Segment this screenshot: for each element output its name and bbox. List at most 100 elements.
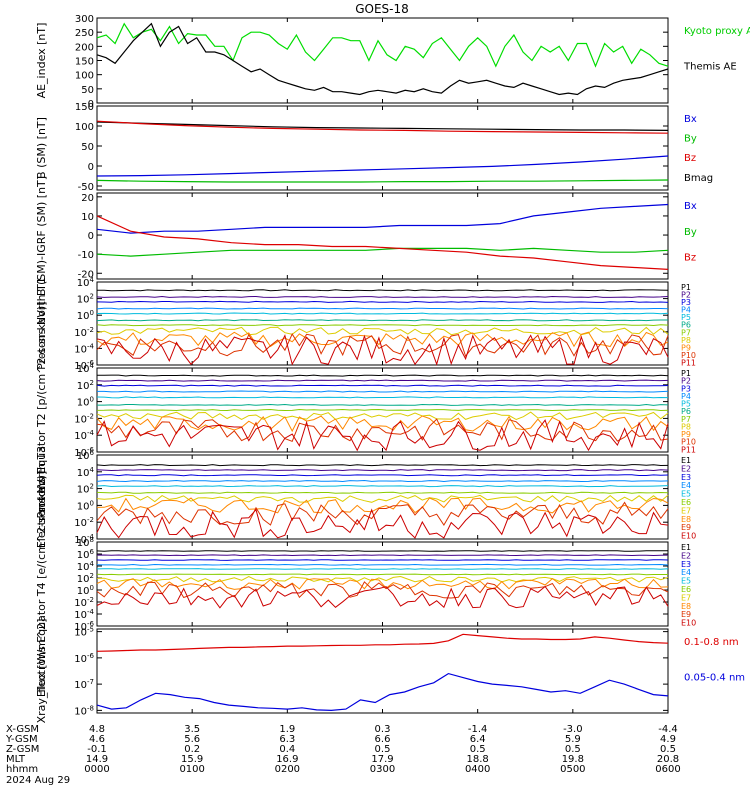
panel-frame [96,192,669,280]
flux-line [97,403,669,406]
y-tick-label: 104 [77,276,95,289]
flux-line [96,550,668,552]
y-axis-label: Protons North T1 [35,277,48,370]
legend-label: Bx [684,114,697,125]
legend-label: E5 [681,490,691,499]
legend-label: E1 [681,543,691,552]
series-line [96,22,669,68]
footer-value: 0600 [655,764,680,775]
y-tick-label: 100 [75,71,94,82]
footer-value: 6.6 [375,734,391,745]
y-tick-label: 10-2 [74,596,94,609]
flux-line [96,563,669,566]
legend-label: Themis AE [683,62,737,73]
y-tick-label: 10-4 [74,608,94,621]
legend-label: Bz [684,153,696,164]
flux-line [96,559,669,561]
y-axis-label: Electrons Equator T4 [e/(cm^2-s-sr-keV)] [35,471,48,697]
flux-line [96,479,669,483]
legend-label: E9 [681,523,691,532]
footer-value: 19.8 [562,754,584,765]
y-tick-label: 102 [77,483,94,496]
flux-line [96,508,669,539]
footer-row-label: X-GSM [6,724,39,735]
legend-label: E8 [681,515,691,524]
y-tick-label: 200 [75,42,94,53]
flux-line [96,374,669,377]
flux-line [96,396,669,399]
footer-value: 0.3 [375,724,391,735]
flux-line [96,379,669,382]
legend-label: E4 [681,481,691,490]
series-line [96,120,669,134]
flux-line [96,464,669,467]
y-axis-label: B (SM) [nT] [35,117,48,179]
y-tick-label: 250 [75,28,94,39]
footer-value: 17.9 [371,754,393,765]
panel-frame [96,628,669,714]
y-tick-label: 150 [75,57,94,68]
footer-value: 16.9 [276,754,298,765]
legend-label: Kyoto proxy AE [684,26,750,37]
panel-frame [96,105,669,191]
footer-value: -4.4 [658,724,678,735]
legend-label: P8 [681,422,691,431]
legend-label: E10 [681,532,696,541]
footer-value: 20.8 [657,754,679,765]
y-tick-label: -20 [78,269,94,280]
footer-row-label: Z-GSM [6,744,39,755]
footer-row-label: Y-GSM [5,734,38,745]
legend-label: P7 [681,415,691,424]
flux-line [96,415,669,433]
legend-label: E10 [681,619,696,628]
flux-line [96,568,669,570]
footer-value: 15.9 [181,754,203,765]
flux-line [96,295,669,298]
footer-value: -0.1 [87,744,107,755]
flux-line [96,411,669,421]
legend-label: E5 [681,577,691,586]
footer-value: 0100 [179,764,204,775]
flux-line [96,585,669,609]
legend-label: E6 [681,498,691,507]
y-tick-label: 100 [75,122,94,133]
legend-label: Bmag [684,173,713,184]
legend-label: E2 [681,551,691,560]
legend-label: P6 [681,321,691,330]
panel-3: 20 10 0 -10 -20 B (SM)-IGRF (SM) [nT] Bx By Bz [35,176,697,296]
legend-label: Bx [684,201,697,212]
legend-label: 0.1-0.8 nm [684,637,739,648]
y-tick-label: 104 [77,560,95,573]
y-tick-label: 10-7 [74,678,94,691]
legend-label: P4 [681,392,691,401]
series-line [96,215,669,270]
legend-label: E9 [681,610,691,619]
legend-label: P1 [681,369,691,378]
legend-label: P3 [681,384,691,393]
y-tick-label: 102 [77,572,94,585]
footer-value: 6.4 [470,734,486,745]
footer-value: 5.9 [565,734,581,745]
legend-label: E7 [681,506,691,515]
y-tick-label: 10-5 [74,626,94,639]
legend-label: By [684,134,697,145]
y-axis-label: B (SM)-IGRF (SM) [nT] [35,176,48,296]
y-tick-label: 10-6 [74,446,94,459]
y-tick-label: -50 [78,182,94,193]
flux-line [96,324,669,327]
flux-line [96,333,669,358]
legend-label: E7 [681,593,691,602]
flux-line [96,469,669,472]
y-tick-label: 10-2 [74,326,94,339]
series-line [96,121,669,131]
legend-label: E8 [681,602,691,611]
y-tick-label: 10-6 [74,359,94,372]
flux-line [96,300,669,303]
footer-value: 0000 [84,764,109,775]
y-tick-label: 100 [77,584,94,597]
legend-label: E6 [681,585,691,594]
y-tick-label: 10 [81,212,94,223]
y-tick-label: 10-4 [74,533,94,546]
